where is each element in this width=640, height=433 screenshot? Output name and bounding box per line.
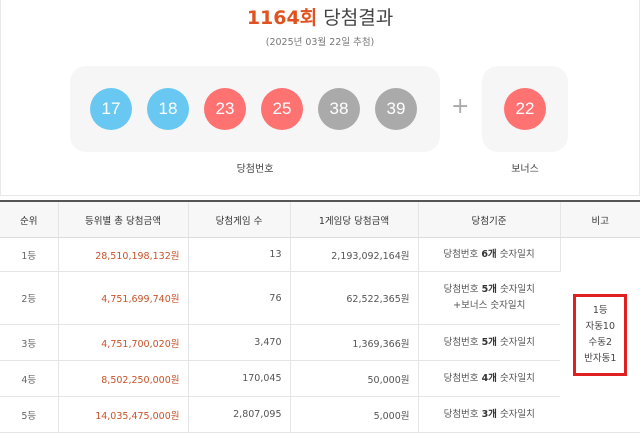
table-row: 3등 4,751,700,020원 3,470 1,369,366원 당첨번호 …	[0, 324, 640, 361]
total-prize-cell: 28,510,198,132원	[58, 237, 189, 272]
criteria-text: 숫자일치	[496, 336, 535, 348]
winning-ball: 38	[318, 88, 360, 130]
winning-ball: 18	[147, 88, 189, 130]
winners-cell: 2,807,095	[188, 396, 291, 433]
criteria-text: 숫자일치	[496, 284, 535, 295]
criteria-count: 5개	[481, 336, 497, 348]
table-row: 2등 4,751,699,740원 76 62,522,365원 당첨번호 5개…	[0, 271, 640, 325]
criteria-cell: 당첨번호 5개 숫자일치	[418, 324, 560, 361]
per-game-cell: 1,369,366원	[290, 324, 419, 361]
rank-cell: 4등	[0, 360, 59, 397]
note-line: 반자동1	[584, 353, 617, 364]
col-total-prize-header: 등위별 총 당첨금액	[58, 200, 189, 238]
note-cell: 1등 자동10 수동2 반자동1	[560, 237, 640, 433]
plus-sign: +	[451, 94, 470, 119]
per-game-cell: 50,000원	[290, 360, 419, 397]
note-line: 수동2	[588, 337, 612, 348]
note-line: 자동10	[585, 321, 616, 332]
col-rank-header: 순위	[0, 200, 59, 238]
winning-ball: 39	[375, 88, 417, 130]
col-note-header: 비고	[560, 200, 640, 238]
total-prize-cell: 4,751,699,740원	[58, 271, 189, 325]
col-per-game-header: 1게임당 당첨금액	[290, 200, 419, 238]
criteria-count: 4개	[481, 372, 497, 384]
prize-table: 순위 등위별 총 당첨금액 당첨게임 수 1게임당 당첨금액 당첨기준 비고 1…	[0, 200, 640, 433]
draw-date: (2025년 03월 22일 추첨)	[265, 37, 375, 48]
criteria-count: 3개	[481, 408, 497, 420]
criteria-count: 6개	[481, 248, 497, 260]
criteria-cell: 당첨번호 5개 숫자일치 +보너스 숫자일치	[418, 271, 560, 325]
title-text: 당첨결과	[323, 7, 394, 29]
criteria-count: 5개	[481, 284, 497, 295]
criteria-text: 숫자일치	[496, 408, 535, 420]
winners-cell: 76	[188, 271, 291, 325]
rank-cell: 1등	[0, 237, 59, 272]
winning-ball: 23	[204, 88, 246, 130]
winning-numbers-label: 당첨번호	[236, 164, 274, 175]
rank-cell: 2등	[0, 271, 59, 325]
round-number: 1164회	[246, 7, 318, 29]
winners-cell: 13	[188, 237, 291, 272]
criteria-text: 당첨번호	[443, 248, 482, 260]
rank-cell: 3등	[0, 324, 59, 361]
per-game-cell: 2,193,092,164원	[290, 237, 419, 272]
rank-cell: 5등	[0, 396, 59, 433]
criteria-text: 숫자일치	[496, 248, 535, 260]
table-row: 4등 8,502,250,000원 170,045 50,000원 당첨번호 4…	[0, 360, 640, 397]
table-row: 5등 14,035,475,000원 2,807,095 5,000원 당첨번호…	[0, 396, 640, 433]
criteria-text: 당첨번호	[443, 336, 482, 348]
table-row: 1등 28,510,198,132원 13 2,193,092,164원 당첨번…	[0, 237, 640, 433]
winners-cell: 3,470	[188, 324, 291, 361]
col-winners-header: 당첨게임 수	[188, 200, 291, 238]
total-prize-cell: 8,502,250,000원	[58, 360, 189, 397]
total-prize-cell: 4,751,700,020원	[58, 324, 189, 361]
total-prize-cell: 14,035,475,000원	[58, 396, 189, 433]
criteria-cell: 당첨번호 4개 숫자일치	[418, 360, 560, 397]
winning-ball: 17	[90, 88, 132, 130]
criteria-text: 당첨번호	[443, 408, 482, 420]
per-game-cell: 62,522,365원	[290, 271, 419, 325]
bonus-number-panel: 22	[482, 66, 568, 152]
draw-result-header: 1164회 당첨결과 (2025년 03월 22일 추첨) 17 18 23 2…	[0, 0, 640, 196]
criteria-text: 당첨번호	[443, 372, 482, 384]
criteria-cell: 당첨번호 6개 숫자일치	[418, 237, 561, 272]
criteria-text: 당첨번호	[443, 284, 482, 295]
winners-cell: 170,045	[188, 360, 291, 397]
page-title: 1164회 당첨결과	[0, 6, 640, 30]
criteria-cell: 당첨번호 3개 숫자일치	[418, 396, 560, 433]
bonus-ball: 22	[504, 88, 546, 130]
note-line: 1등	[592, 305, 608, 316]
table-header-row: 순위 등위별 총 당첨금액 당첨게임 수 1게임당 당첨금액 당첨기준 비고	[0, 200, 640, 238]
bonus-label: 보너스	[511, 164, 539, 175]
criteria-text: 숫자일치	[496, 372, 535, 384]
per-game-cell: 5,000원	[290, 396, 419, 433]
auto-manual-note: 1등 자동10 수동2 반자동1	[573, 294, 628, 376]
winning-ball: 25	[261, 88, 303, 130]
criteria-bonus-text: +보너스 숫자일치	[453, 300, 526, 311]
winning-numbers-panel: 17 18 23 25 38 39	[70, 66, 440, 152]
col-criteria-header: 당첨기준	[418, 200, 561, 238]
